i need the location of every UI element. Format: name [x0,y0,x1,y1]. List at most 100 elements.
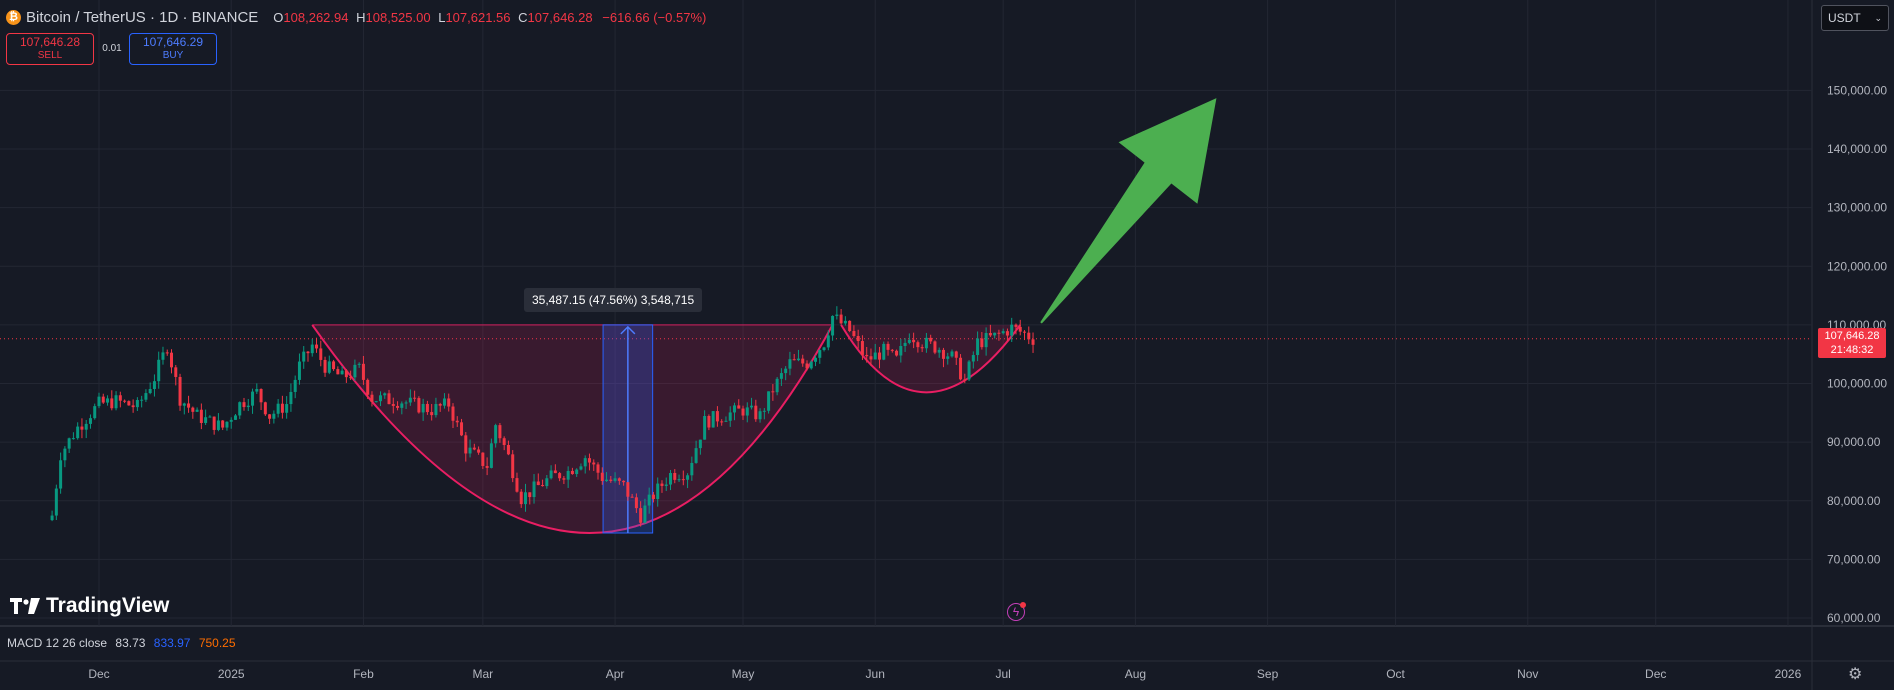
candle-body [980,338,984,348]
currency-dropdown[interactable]: USDT ⌄ [1821,5,1889,31]
candle-body [182,403,186,406]
time-tick-label: Jul [996,667,1011,681]
candle-body [907,339,911,343]
price-tick-label: 140,000.00 [1827,142,1887,156]
candle-body [528,492,532,498]
candle-body [97,396,101,407]
candle-body [1023,331,1027,333]
candle-body [327,361,331,373]
macd-name: MACD 12 26 close [7,636,108,650]
candle-body [229,419,233,422]
last-price: 107,646.28 [1824,330,1880,342]
tradingview-logo[interactable]: TradingView [10,594,169,618]
candle-body [869,356,873,360]
spread-value: 0.01 [102,43,122,54]
candle-body [302,351,306,362]
candle-body [1010,324,1014,336]
candle-body [814,357,818,362]
time-tick-label: May [732,667,755,681]
candle-body [455,420,459,423]
candle-body [724,420,728,422]
candle-body [93,406,97,419]
candle-body [293,379,297,392]
candle-body [916,342,920,348]
candle-body [246,405,250,408]
candle-body [323,359,327,373]
candle-body [268,414,272,419]
macd-value-3: 750.25 [198,636,236,650]
measure-arrowhead [620,325,636,335]
candle-body [1031,339,1035,345]
candle-body [123,400,127,402]
candle-body [357,363,361,365]
candle-body [140,399,144,401]
candle-body [536,481,540,486]
candle-body [950,351,954,357]
candle-body [216,420,220,430]
candle-body [1001,331,1005,334]
candle-body [161,352,165,360]
cup-fill [312,324,833,534]
candle-body [400,403,404,408]
candle-body [784,368,788,374]
candle-body [468,447,472,454]
candle-body [997,332,1001,334]
candle-body [425,403,429,413]
candle-body [988,332,992,336]
candle-body [310,344,314,354]
candle-body [596,464,600,473]
candle-body [882,343,886,360]
candle-body [899,346,903,356]
candle-body [741,408,745,416]
candle-body [88,418,92,424]
candle-body [860,341,864,355]
candle-body [848,320,852,332]
candle-body [583,458,587,467]
candle-body [647,494,651,506]
buy-button[interactable]: 107,646.29 BUY [129,33,217,65]
candle-body [801,358,805,364]
candle-body [715,411,719,422]
candle-body [656,483,660,500]
candle-body [276,403,280,414]
candle-body [165,352,169,354]
candle-body [157,359,161,382]
time-tick-label: Jun [866,667,885,681]
candle-body [613,478,617,481]
gear-icon[interactable]: ⚙ [1848,666,1863,683]
candle-body [895,350,899,356]
high-value: 108,525.00 [365,9,431,25]
candle-body [720,421,724,423]
sell-button[interactable]: 107,646.28 SELL [6,33,94,65]
candle-body [1005,331,1009,336]
candle-body [788,359,792,369]
macd-value-2: 833.97 [153,636,191,650]
candle-body [76,426,80,439]
candle-body [54,488,58,516]
candle-body [195,409,199,412]
candle-body [754,405,758,420]
macd-legend[interactable]: MACD 12 26 close 83.73 833.97 750.25 [7,636,236,650]
candle-body [664,484,668,486]
symbol-title[interactable]: Bitcoin / TetherUS · 1D · BINANCE [26,8,259,26]
handle-fill [841,324,1021,393]
candle-body [954,351,958,358]
candle-body [762,410,766,412]
time-tick-label: 2026 [1775,667,1802,681]
candle-body [732,405,736,413]
high-label: H [356,9,366,25]
candle-body [558,473,562,479]
time-tick-label: Nov [1517,667,1538,681]
candle-body [204,417,208,423]
candle-body [600,472,604,482]
lightning-icon[interactable]: ϟ [1007,602,1026,621]
candle-body [707,416,711,428]
candle-body [170,352,174,368]
candle-body [306,351,310,354]
candle-body [285,404,289,413]
low-label: L [438,9,446,25]
candle-body [451,406,455,421]
candle-body [946,356,950,359]
close-value: 107,646.28 [527,9,593,25]
